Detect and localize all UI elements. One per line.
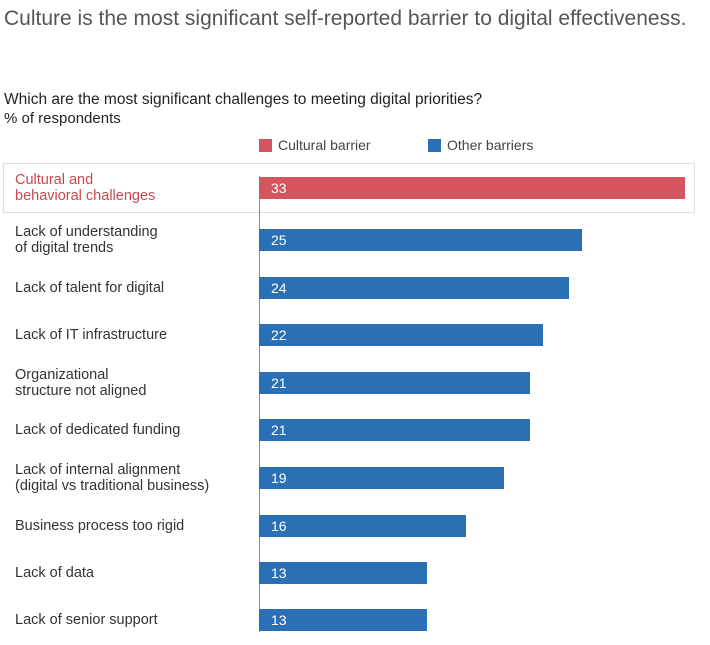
bar: 19	[259, 467, 505, 489]
category-label: Lack of IT infrastructure	[15, 327, 168, 343]
data-label: 21	[271, 375, 287, 391]
bar: 16	[259, 515, 466, 537]
legend-label: Other barriers	[447, 137, 534, 153]
chart-unit: % of respondents	[4, 110, 121, 127]
category-label: Lack of internal alignment (digital vs tr…	[15, 462, 210, 494]
category-label: Lack of understanding of digital trends	[15, 224, 158, 256]
category-label: Lack of talent for digital	[15, 280, 165, 296]
legend-swatch	[428, 138, 441, 152]
data-label: 21	[271, 422, 287, 438]
category-label: Cultural and behavioral challenges	[15, 172, 156, 204]
category-label: Organizational structure not aligned	[15, 367, 147, 399]
data-label: 13	[271, 612, 287, 628]
page-title: Culture is the most significant self-rep…	[4, 7, 687, 30]
bar: 25	[259, 229, 582, 251]
bar: 33	[259, 177, 685, 199]
category-label: Lack of data	[15, 565, 94, 581]
bar: 22	[259, 324, 543, 346]
data-label: 19	[271, 470, 287, 486]
data-label: 13	[271, 565, 287, 581]
bar: 13	[259, 609, 427, 631]
legend-label: Cultural barrier	[278, 137, 371, 153]
bar: 13	[259, 562, 427, 584]
highlight-box	[3, 163, 695, 213]
category-label: Lack of dedicated funding	[15, 422, 181, 438]
data-label: 16	[271, 518, 287, 534]
category-label: Business process too rigid	[15, 518, 185, 534]
bar: 21	[259, 419, 531, 441]
data-label: 24	[271, 280, 287, 296]
axis-line	[259, 176, 260, 632]
chart-title: Which are the most significant challenge…	[4, 91, 483, 108]
data-label: 25	[271, 232, 287, 248]
bar: 24	[259, 277, 569, 299]
legend-swatch	[259, 138, 272, 152]
category-label: Lack of senior support	[15, 612, 158, 628]
data-label: 22	[271, 327, 287, 343]
data-label: 33	[271, 180, 287, 196]
legend-cultural: Cultural barrier	[259, 137, 371, 153]
legend-other: Other barriers	[428, 137, 533, 153]
bar: 21	[259, 372, 531, 394]
